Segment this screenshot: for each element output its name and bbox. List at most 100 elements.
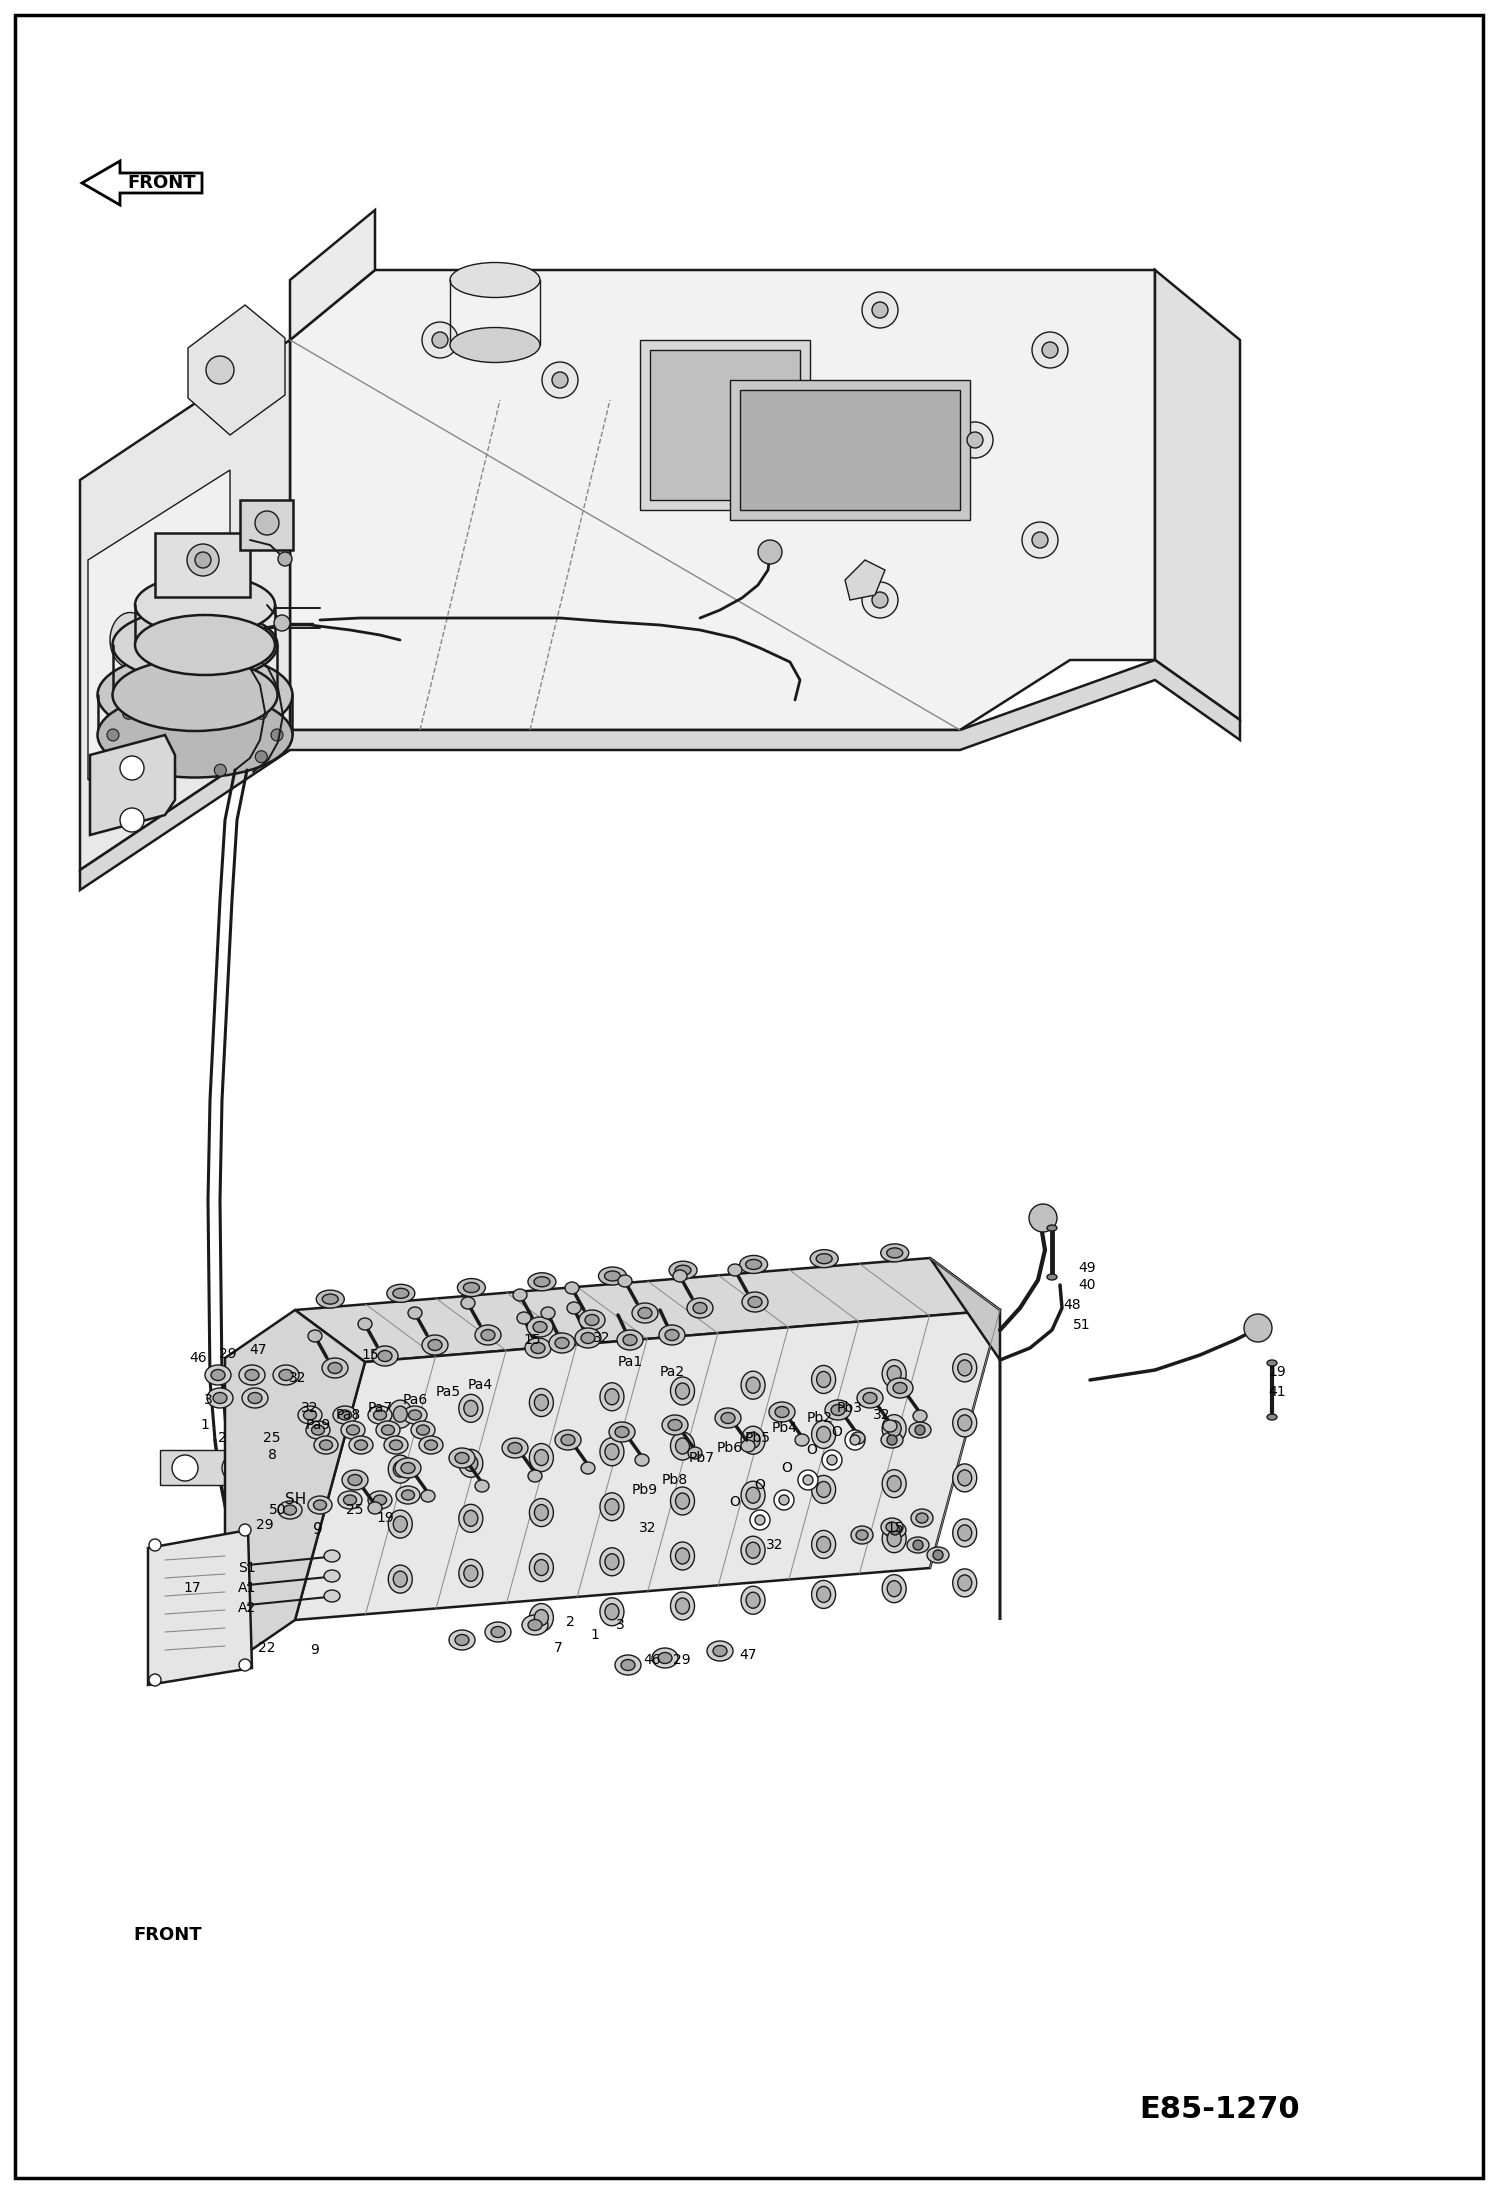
Ellipse shape	[715, 1408, 742, 1428]
Text: 32: 32	[301, 1401, 319, 1414]
Ellipse shape	[97, 693, 292, 779]
Ellipse shape	[419, 1436, 443, 1454]
Circle shape	[542, 362, 578, 397]
Ellipse shape	[812, 1531, 836, 1559]
Circle shape	[255, 511, 279, 535]
Ellipse shape	[1267, 1360, 1276, 1366]
Ellipse shape	[455, 1634, 469, 1645]
Ellipse shape	[383, 1436, 407, 1454]
Ellipse shape	[339, 1410, 352, 1421]
Ellipse shape	[424, 1441, 437, 1450]
Ellipse shape	[599, 1268, 626, 1285]
Ellipse shape	[135, 614, 276, 675]
Circle shape	[255, 750, 267, 763]
Ellipse shape	[529, 1388, 553, 1417]
Circle shape	[822, 1450, 842, 1469]
Polygon shape	[650, 351, 800, 500]
Ellipse shape	[707, 1640, 733, 1660]
Ellipse shape	[662, 1414, 688, 1434]
Ellipse shape	[881, 1432, 903, 1447]
Ellipse shape	[449, 1629, 475, 1649]
Ellipse shape	[475, 1480, 488, 1491]
Ellipse shape	[887, 1366, 902, 1382]
Text: 50: 50	[270, 1502, 286, 1518]
Ellipse shape	[851, 1432, 864, 1443]
Ellipse shape	[339, 1491, 363, 1509]
Ellipse shape	[671, 1487, 695, 1515]
Ellipse shape	[768, 1401, 795, 1421]
Ellipse shape	[671, 1377, 695, 1406]
Ellipse shape	[458, 1395, 482, 1423]
Polygon shape	[225, 1309, 366, 1669]
Text: Pa6: Pa6	[403, 1393, 427, 1408]
Text: 46: 46	[189, 1351, 207, 1364]
Ellipse shape	[355, 1441, 367, 1450]
Ellipse shape	[298, 1406, 322, 1423]
Text: O: O	[755, 1478, 765, 1491]
Text: Pa9: Pa9	[306, 1419, 331, 1432]
Ellipse shape	[816, 1537, 830, 1553]
Ellipse shape	[554, 1338, 569, 1349]
Ellipse shape	[742, 1480, 765, 1509]
Circle shape	[827, 1454, 837, 1465]
Ellipse shape	[851, 1526, 873, 1544]
Ellipse shape	[742, 1425, 765, 1454]
Circle shape	[915, 1425, 924, 1434]
Ellipse shape	[464, 1566, 478, 1581]
Ellipse shape	[388, 1399, 412, 1428]
Ellipse shape	[112, 660, 277, 730]
Ellipse shape	[410, 1421, 434, 1439]
Ellipse shape	[491, 1627, 505, 1638]
Ellipse shape	[333, 1406, 357, 1423]
Circle shape	[214, 693, 226, 706]
Ellipse shape	[616, 1656, 641, 1675]
Ellipse shape	[324, 1550, 340, 1561]
Ellipse shape	[461, 1296, 475, 1309]
Ellipse shape	[599, 1439, 625, 1465]
Circle shape	[750, 1511, 770, 1531]
Ellipse shape	[529, 1498, 553, 1526]
Ellipse shape	[565, 1283, 580, 1294]
Ellipse shape	[632, 1303, 658, 1322]
Ellipse shape	[388, 1456, 412, 1482]
Text: 15: 15	[887, 1522, 903, 1535]
Ellipse shape	[580, 1309, 605, 1329]
Ellipse shape	[529, 1603, 553, 1632]
Ellipse shape	[409, 1410, 421, 1421]
Ellipse shape	[746, 1542, 759, 1559]
Ellipse shape	[1047, 1226, 1058, 1230]
Ellipse shape	[915, 1513, 927, 1522]
Ellipse shape	[457, 1279, 485, 1296]
Ellipse shape	[529, 1443, 553, 1472]
Circle shape	[1043, 342, 1058, 357]
Ellipse shape	[315, 1436, 339, 1454]
Ellipse shape	[885, 1522, 897, 1533]
Ellipse shape	[388, 1566, 412, 1592]
Ellipse shape	[1047, 1274, 1058, 1281]
Ellipse shape	[401, 1463, 415, 1474]
Ellipse shape	[688, 1447, 703, 1458]
Text: Pa2: Pa2	[659, 1364, 685, 1379]
Ellipse shape	[382, 1425, 394, 1434]
Ellipse shape	[713, 1645, 727, 1656]
Text: 47: 47	[739, 1647, 756, 1662]
Text: Pa7: Pa7	[367, 1401, 392, 1414]
Ellipse shape	[635, 1454, 649, 1465]
Text: A2: A2	[238, 1601, 256, 1614]
Ellipse shape	[377, 1351, 392, 1362]
Ellipse shape	[953, 1408, 977, 1436]
Ellipse shape	[816, 1254, 833, 1263]
Ellipse shape	[135, 575, 276, 636]
Circle shape	[148, 1539, 160, 1550]
Text: 22: 22	[258, 1640, 276, 1656]
Ellipse shape	[676, 1548, 689, 1564]
Ellipse shape	[348, 1474, 363, 1485]
Ellipse shape	[403, 1406, 427, 1423]
Ellipse shape	[610, 1421, 635, 1443]
Ellipse shape	[887, 1476, 902, 1491]
Ellipse shape	[671, 1432, 695, 1461]
Ellipse shape	[957, 1469, 972, 1487]
Ellipse shape	[343, 1496, 357, 1504]
Circle shape	[551, 373, 568, 388]
Ellipse shape	[882, 1421, 897, 1432]
